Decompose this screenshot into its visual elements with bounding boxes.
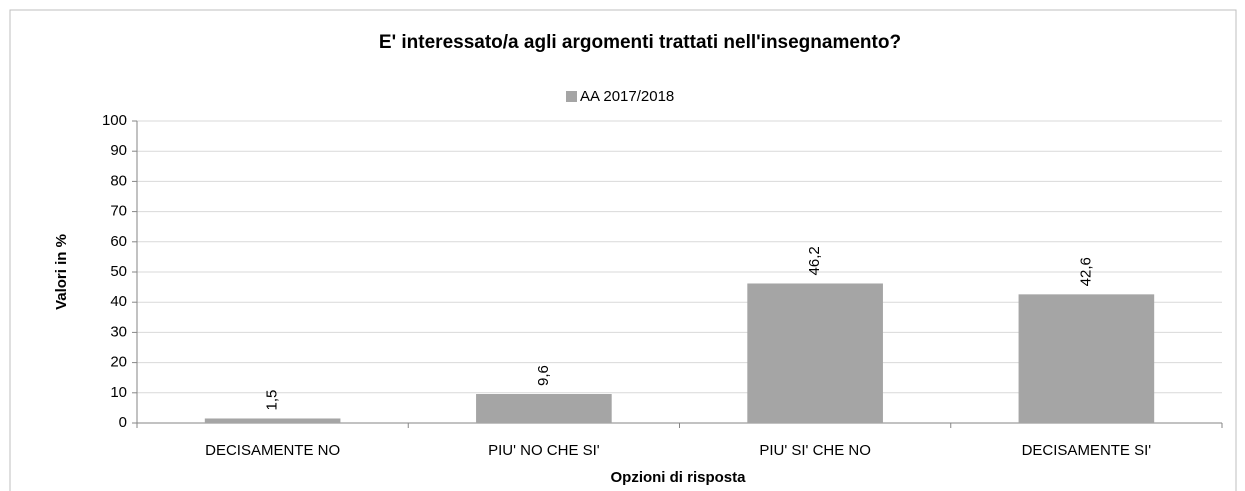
bar — [204, 418, 341, 423]
bar — [1018, 294, 1155, 423]
y-tick-label: 10 — [110, 384, 127, 401]
x-tick-label: PIU' NO CHE SI' — [488, 442, 600, 459]
y-tick-label: 100 — [102, 112, 127, 129]
y-tick-label: 0 — [119, 414, 127, 431]
data-label: 9,6 — [535, 365, 552, 386]
y-axis-title: Valori in % — [53, 234, 70, 310]
y-tick-label: 70 — [110, 203, 127, 220]
bar — [747, 283, 883, 423]
x-tick-label: PIU' SI' CHE NO — [759, 442, 871, 459]
chart-border — [9, 9, 1237, 491]
x-tick-label: DECISAMENTE SI' — [1022, 442, 1152, 459]
data-label: 1,5 — [264, 390, 281, 411]
y-tick-label: 40 — [110, 293, 127, 310]
x-axis-title: Opzioni di risposta — [610, 469, 746, 486]
y-tick-label: 60 — [110, 233, 127, 250]
y-tick-label: 80 — [110, 172, 127, 189]
y-tick-label: 30 — [110, 323, 127, 340]
data-label: 46,2 — [806, 246, 823, 275]
legend-swatch — [566, 91, 577, 102]
y-tick-label: 50 — [110, 263, 127, 280]
legend-label: AA 2017/2018 — [580, 88, 674, 105]
y-tick-label: 20 — [110, 354, 127, 371]
chart-title: E' interessato/a agli argomenti trattati… — [379, 32, 901, 53]
y-tick-label: 90 — [110, 142, 127, 159]
data-label: 42,6 — [1077, 257, 1094, 286]
x-tick-label: DECISAMENTE NO — [205, 442, 340, 459]
bar — [476, 394, 612, 423]
